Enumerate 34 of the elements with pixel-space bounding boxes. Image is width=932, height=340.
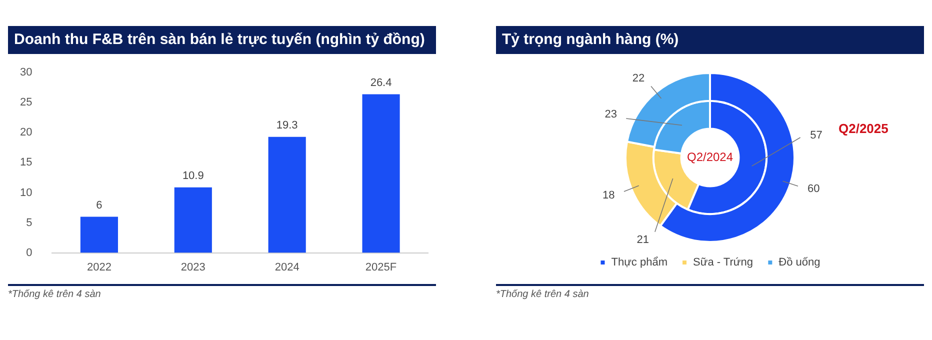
data-label: 22 [632,72,645,85]
y-tick-label: 25 [20,96,32,109]
data-label: 19.3 [276,119,298,132]
data-label: 23 [604,108,618,120]
y-tick-label: 15 [20,156,32,169]
y-tick-label: 10 [20,186,32,199]
chart-title: Tỷ trọng ngành hàng (%) [496,26,924,54]
y-tick-label: 5 [26,216,32,229]
bar [174,187,212,253]
legend-label: Thực phẩm [611,256,668,269]
bar [362,94,400,253]
chart-title: Doanh thu F&B trên sàn bán lẻ trực tuyến (nghìn tỷ đồng) [8,26,436,54]
text: *Thống kê trên 4 sàn [8,289,102,300]
y-tick-label: 20 [20,126,32,139]
data-label: 18 [602,189,615,202]
bar [80,216,118,253]
x-tick-label: 2022 [86,261,112,274]
bar [268,136,306,253]
data-label: 26.4 [370,76,392,89]
x-tick-label: 2023 [180,261,206,274]
data-label: 21 [636,234,649,246]
slice-label: Q2/2024 [686,150,734,164]
legend-label: Sữa - Trứng [693,256,753,269]
legend-label: Đồ uống [778,256,820,269]
y-tick-label: 30 [20,66,32,79]
x-tick-label: 2025F [365,261,397,274]
y-tick-label: 0 [26,246,32,259]
x-tick-label: 2024 [274,261,300,274]
data-label: 57 [810,129,822,142]
data-label: 6 [96,199,102,212]
data-label: 60 [807,183,820,196]
data-label: 10.9 [182,170,204,182]
slice-label: Q2/2025 [838,121,888,136]
text: *Thống kê trên 4 sàn [496,289,590,300]
